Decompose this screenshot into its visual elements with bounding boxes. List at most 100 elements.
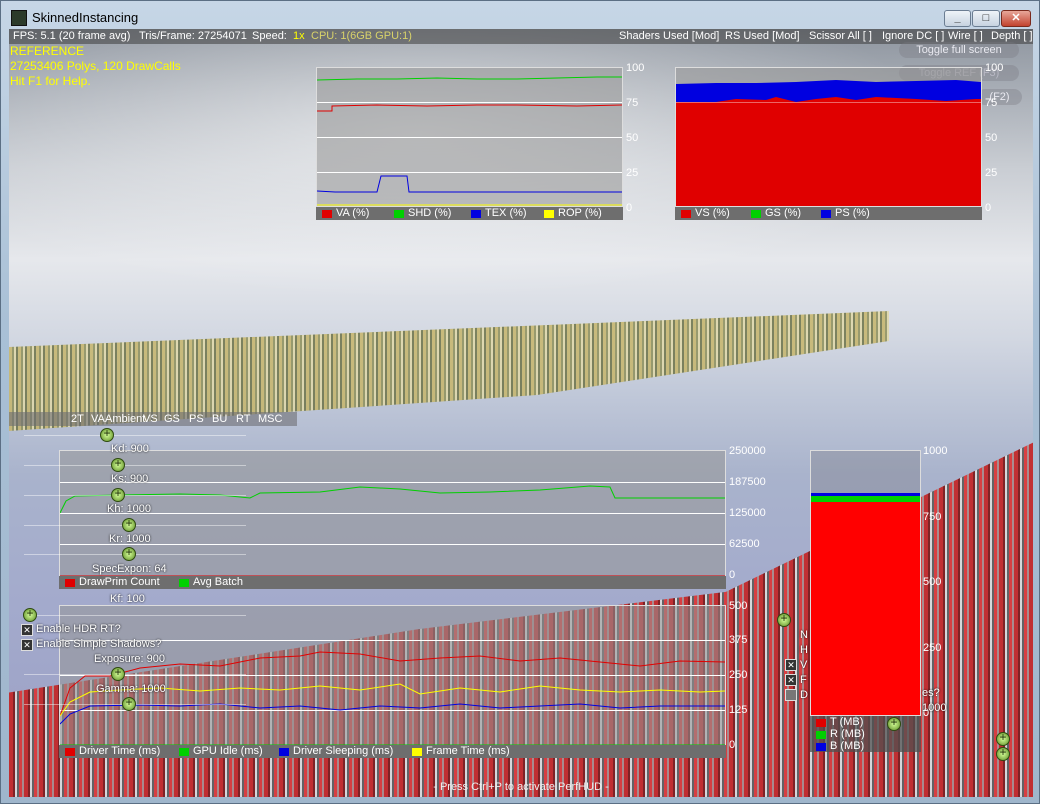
bar-b-mb bbox=[811, 493, 920, 496]
help-label: Hit F1 for Help. bbox=[10, 74, 91, 88]
g4-axis-375: 375 bbox=[729, 634, 748, 646]
graph-shader-utilization bbox=[675, 67, 982, 207]
minimize-icon: _ bbox=[954, 12, 961, 24]
checkbox-enable-hdr[interactable]: ✕ bbox=[21, 624, 33, 636]
slider-knob-ks[interactable] bbox=[111, 456, 125, 472]
perfhud-hint: - Press Ctrl+P to activate PerfHUD - bbox=[433, 781, 609, 793]
right-panel-knob-1[interactable] bbox=[777, 611, 791, 627]
legend-shd: SHD (%) bbox=[408, 207, 452, 219]
graph-draw-calls-svg bbox=[60, 485, 725, 577]
slider-track-kh[interactable] bbox=[24, 495, 246, 496]
graph-shader-svg bbox=[676, 80, 981, 206]
tab-ps[interactable]: PS bbox=[189, 413, 204, 425]
tab-vs[interactable]: VS bbox=[143, 413, 158, 425]
tab-msc[interactable]: MSC bbox=[258, 413, 283, 425]
scissor-toggle[interactable]: Scissor All [ ] bbox=[809, 30, 872, 42]
window-title: SkinnedInstancing bbox=[32, 10, 139, 25]
graph3-legend: DrawPrim Count Avg Batch bbox=[59, 576, 726, 589]
minimize-button[interactable]: _ bbox=[944, 10, 971, 27]
wire-toggle[interactable]: Wire [ ] bbox=[948, 30, 983, 42]
slider-label-kd: Kd: 900 bbox=[111, 443, 149, 455]
slider-knob-exposure[interactable] bbox=[111, 665, 125, 681]
g1-axis-0: 0 bbox=[626, 202, 633, 214]
g2-axis-0: 0 bbox=[985, 202, 992, 214]
right-checkbox-v[interactable]: ✕ bbox=[785, 659, 797, 671]
checkbox-label-shadows: Enable Simple Shadows? bbox=[36, 638, 162, 650]
legend-swatch-driver-sleeping bbox=[279, 748, 289, 756]
g3-axis-125000: 125000 bbox=[729, 507, 766, 519]
right-panel-knob-3[interactable] bbox=[996, 730, 1010, 746]
legend-swatch-t bbox=[816, 719, 826, 727]
slider-track-kd[interactable] bbox=[24, 435, 246, 436]
checkbox-simple-shadows[interactable]: ✕ bbox=[21, 639, 33, 651]
right-fragment-1000: 1000 bbox=[922, 702, 947, 714]
slider-label-kf: Kf: 100 bbox=[110, 593, 145, 605]
series-avg-batch-line bbox=[60, 485, 725, 514]
legend-ps: PS (%) bbox=[835, 207, 870, 219]
slider-knob-kd[interactable] bbox=[100, 426, 114, 442]
graph2-legend: VS (%) GS (%) PS (%) bbox=[675, 207, 982, 220]
speed-text: Speed: bbox=[252, 30, 287, 42]
g3-axis-62500: 62500 bbox=[729, 538, 760, 550]
slider-track-exposure[interactable] bbox=[24, 674, 246, 675]
f2-button[interactable]: (F2) bbox=[977, 89, 1022, 105]
title-bar[interactable]: SkinnedInstancing _ □ ✕ bbox=[1, 1, 1039, 31]
rs-used-toggle[interactable]: RS Used [Mod] bbox=[725, 30, 800, 42]
legend-vs: VS (%) bbox=[695, 207, 730, 219]
series-vs-area bbox=[676, 97, 981, 206]
render-viewport[interactable]: FPS: 5.1 (20 frame avg) Tris/Frame: 2725… bbox=[9, 29, 1033, 797]
legend-swatch-shd bbox=[394, 210, 404, 218]
maximize-icon: □ bbox=[982, 12, 990, 24]
slider-track-ks[interactable] bbox=[24, 465, 246, 466]
tab-bu[interactable]: BU bbox=[212, 413, 228, 425]
g2-axis-100: 100 bbox=[985, 62, 1004, 74]
tab-va[interactable]: VA bbox=[91, 413, 105, 425]
slider-knob-kf[interactable] bbox=[23, 606, 37, 622]
legend-rop: ROP (%) bbox=[558, 207, 602, 219]
close-button[interactable]: ✕ bbox=[1001, 10, 1031, 27]
legend-swatch-drawprim bbox=[65, 579, 75, 587]
g1-axis-50: 50 bbox=[626, 132, 639, 144]
hud-status-bar: FPS: 5.1 (20 frame avg) Tris/Frame: 2725… bbox=[9, 29, 1033, 44]
g5-axis-250: 250 bbox=[923, 642, 942, 654]
slider-knob-kr[interactable] bbox=[122, 516, 136, 532]
ignore-dc-toggle[interactable]: Ignore DC [ ] bbox=[882, 30, 945, 42]
right-panel-knob-4[interactable] bbox=[996, 745, 1010, 761]
legend-driver-time: Driver Time (ms) bbox=[79, 745, 161, 757]
legend-gpu-idle: GPU Idle (ms) bbox=[193, 745, 263, 757]
legend-va: VA (%) bbox=[336, 207, 370, 219]
g5-axis-750: 750 bbox=[923, 511, 942, 523]
right-fragment-es: es? bbox=[922, 687, 940, 699]
g5-axis-0: 0 bbox=[923, 707, 930, 719]
right-checkbox-f[interactable]: ✕ bbox=[785, 674, 797, 686]
g5-axis-1000: 1000 bbox=[923, 445, 948, 457]
slider-knob-gamma[interactable] bbox=[122, 695, 136, 711]
legend-swatch-driver-time bbox=[65, 748, 75, 756]
series-va-line bbox=[317, 104, 622, 112]
right-fragment-v: V bbox=[800, 659, 808, 671]
tab-rt[interactable]: RT bbox=[236, 413, 251, 425]
legend-driver-sleeping: Driver Sleeping (ms) bbox=[293, 745, 394, 757]
graph1-legend: VA (%) SHD (%) TEX (%) ROP (%) bbox=[316, 207, 623, 220]
slider-knob-kh[interactable] bbox=[111, 486, 125, 502]
slider-knob-specexpon[interactable] bbox=[122, 545, 136, 561]
slider-label-exposure: Exposure: 900 bbox=[94, 653, 165, 665]
slider-track-kf[interactable] bbox=[24, 615, 246, 616]
shaders-used-toggle[interactable]: Shaders Used [Mod] bbox=[619, 30, 720, 42]
graph-driver-time bbox=[59, 605, 726, 747]
right-panel-knob-2[interactable] bbox=[887, 715, 901, 731]
graph-driver-time-svg bbox=[60, 651, 725, 746]
tab-2t[interactable]: 2T bbox=[71, 413, 84, 425]
toggle-fullscreen-button[interactable]: Toggle full screen bbox=[899, 42, 1019, 58]
tab-gs[interactable]: GS bbox=[164, 413, 180, 425]
legend-tex: TEX (%) bbox=[485, 207, 527, 219]
maximize-button[interactable]: □ bbox=[972, 10, 1000, 27]
depth-toggle[interactable]: Depth [ ] bbox=[991, 30, 1033, 42]
legend-swatch-vs bbox=[681, 210, 691, 218]
legend-swatch-gpu-idle bbox=[179, 748, 189, 756]
tab-ambient[interactable]: Ambient bbox=[105, 413, 146, 425]
legend-r: R (MB) bbox=[830, 728, 865, 740]
right-checkbox-d[interactable] bbox=[785, 689, 797, 701]
series-frame-time-line bbox=[60, 683, 725, 717]
